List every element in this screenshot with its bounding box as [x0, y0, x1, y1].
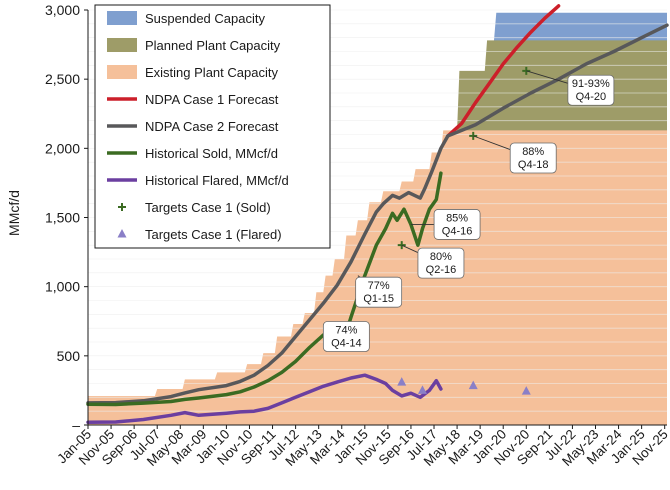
legend-label: NDPA Case 2 Forecast	[145, 119, 279, 134]
callout-box	[322, 321, 370, 352]
x-axis-ticks: Jan-05Nov-05Sep-06Jul-07May-08Mar-09Jan-…	[54, 425, 670, 469]
legend-label: Planned Plant Capacity	[145, 38, 281, 53]
legend-label: Historical Flared, MMcf/d	[145, 173, 289, 188]
legend-label: Suspended Capacity	[145, 11, 265, 26]
y-axis-title: MMcf/d	[6, 190, 22, 236]
callout-label: Q4-20	[576, 91, 607, 103]
callout-label: 74%	[335, 324, 357, 336]
callout-box	[567, 74, 615, 106]
callout-box	[355, 276, 403, 308]
legend-swatch	[107, 38, 137, 52]
callout-box	[417, 247, 465, 279]
marker-flared-target	[417, 385, 427, 394]
callout-box	[433, 209, 481, 240]
line-ndpa-case-2-forecast	[86, 23, 669, 405]
callouts: 91-93%Q4-20 88%Q4-18 85%Q4-16 80%Q2-16 77%Q1…	[322, 70, 615, 352]
legend-swatch	[117, 229, 127, 238]
marker-flared-target	[521, 386, 531, 395]
callout-box	[509, 142, 557, 174]
y-axis-ticks: – 500 1,000 1,500 2,000 2,500 3,000	[45, 2, 88, 433]
legend-label: NDPA Case 1 Forecast	[145, 92, 279, 107]
legend: Suspended Capacity Planned Plant Capacity…	[94, 4, 331, 249]
callout-label: Q2-16	[426, 264, 457, 276]
callout-label: Q4-16	[442, 225, 473, 237]
callout-label: 91-93%	[572, 78, 610, 90]
callout-label: Q4-14	[331, 337, 362, 349]
marker-sold-target	[469, 131, 478, 140]
legend-label: Targets Case 1 (Sold)	[145, 200, 271, 215]
callout-label: 88%	[522, 146, 544, 158]
y-tick-label: 3,000	[45, 2, 80, 18]
callout-label: Q4-18	[518, 159, 549, 171]
callout-label: 80%	[430, 251, 452, 263]
y-tick-label: 2,000	[45, 140, 80, 156]
marker-flared-target	[468, 380, 478, 390]
y-tick-label: 2,500	[45, 71, 80, 87]
legend-swatch	[107, 65, 137, 79]
y-tick-label: –	[72, 417, 80, 433]
legend-swatch	[118, 203, 126, 211]
callout-label: 77%	[368, 280, 390, 292]
y-tick-label: 1,000	[45, 279, 80, 295]
callout-label: Q1-15	[363, 293, 394, 305]
marker-flared-target	[397, 377, 407, 386]
line-ndpa-case-1-forecast	[446, 4, 561, 138]
y-tick-label: 1,500	[45, 210, 80, 226]
legend-label: Existing Plant Capacity	[145, 65, 278, 80]
legend-label: Targets Case 1 (Flared)	[145, 227, 282, 242]
y-tick-label: 500	[57, 348, 81, 364]
legend-label: Historical Sold, MMcf/d	[145, 146, 278, 161]
callout-label: 85%	[446, 212, 468, 224]
gridlines	[88, 9, 667, 412]
line-historical-flared-mmcf-d	[86, 373, 443, 424]
legend-swatch	[107, 11, 137, 25]
